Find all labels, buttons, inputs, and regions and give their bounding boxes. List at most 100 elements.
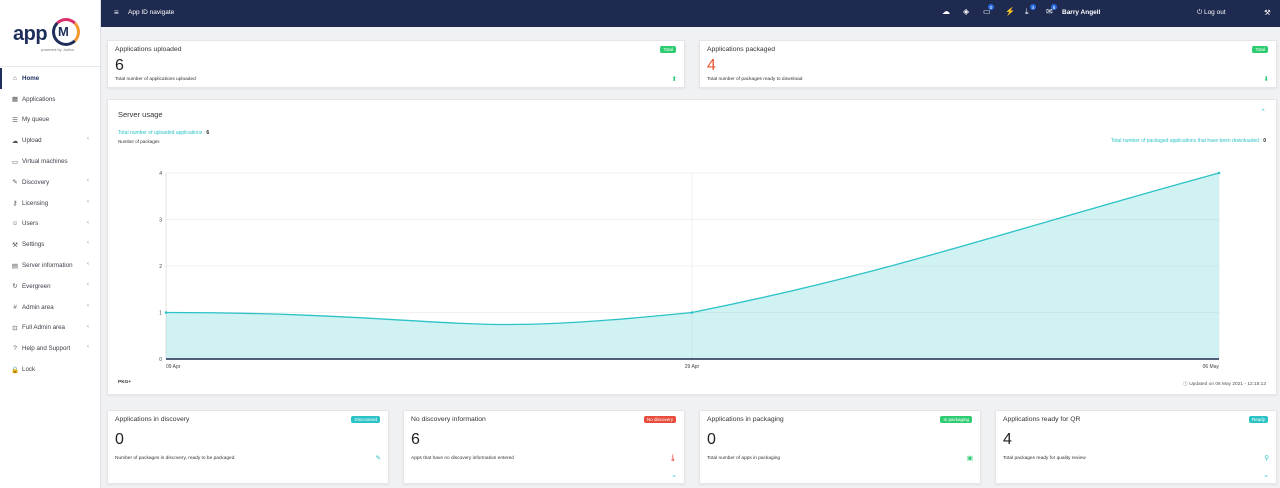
upload-icon[interactable]: ⬆ bbox=[671, 76, 677, 83]
chevron-down-icon[interactable]: ⌄ bbox=[1263, 472, 1269, 479]
chevron-down-icon[interactable]: ⌄ bbox=[671, 472, 677, 479]
legend-downloaded-label: Total number of packaged applications th… bbox=[1110, 138, 1260, 144]
chevron-left-icon: ‹ bbox=[87, 177, 89, 184]
card-description: Number of packages in discovery, ready t… bbox=[115, 456, 235, 461]
y-tick-label: 4 bbox=[159, 171, 162, 177]
sidebar-item-label: Admin area bbox=[22, 303, 54, 311]
card-applications-packaged: Applications packaged Total 4 Total numb… bbox=[699, 40, 1277, 88]
sidebar-item-server-information[interactable]: ▤ Server information ‹ bbox=[0, 255, 100, 276]
sidebar-item-users[interactable]: ☺ Users ‹ bbox=[0, 214, 100, 235]
data-point bbox=[1217, 171, 1221, 175]
updated-timestamp: ⓘ Updated on 06 May 2021 - 12:18:13 bbox=[1183, 382, 1266, 387]
users-icon: ☺ bbox=[11, 220, 19, 228]
sidebar-item-home[interactable]: ⌂ Home bbox=[0, 68, 100, 89]
sidebar-nav: ⌂ Home ▦ Applications ☰ My queue ☁ Upload ‹ ▭ Virt… bbox=[0, 68, 100, 380]
top-bar: ≡ App ID navigate Barry Angell ☁ ◈ ▭ 0 ⚡ ⤓ 4 ✉ 5… bbox=[101, 0, 1280, 27]
chevron-left-icon: ‹ bbox=[87, 323, 89, 330]
chevron-left-icon: ‹ bbox=[87, 136, 89, 143]
layers-icon[interactable]: ◈ bbox=[963, 7, 970, 16]
admin-icon: ⊡ bbox=[12, 324, 18, 332]
card-title: Applications uploaded bbox=[115, 46, 182, 53]
sidebar-item-label: My queue bbox=[22, 116, 50, 124]
download-icon[interactable]: ⬇ bbox=[1263, 76, 1269, 83]
sidebar-item-label: Applications bbox=[22, 95, 56, 103]
card-description: Total number of applications uploaded bbox=[115, 77, 196, 82]
series-line-packaged bbox=[165, 172, 1220, 326]
legend-uploaded-value: 6 bbox=[206, 130, 210, 136]
app-logo[interactable]: app M powered by Juriba bbox=[10, 16, 82, 56]
legend-uploaded[interactable]: Total number of uploaded applications : … bbox=[118, 130, 210, 136]
y-tick-label: 2 bbox=[159, 264, 162, 270]
download-icon[interactable]: ⤓ bbox=[1025, 7, 1029, 16]
pencil-icon[interactable]: ✎ bbox=[375, 455, 381, 462]
bolt-icon[interactable]: ⚡ bbox=[1005, 7, 1015, 16]
card-title: Applications ready for QR bbox=[1003, 416, 1081, 423]
card-title: Applications packaged bbox=[707, 46, 776, 53]
sidebar-item-upload[interactable]: ☁ Upload ‹ bbox=[0, 130, 100, 151]
series-area-fill bbox=[166, 173, 1219, 359]
question-icon: ? bbox=[13, 345, 17, 353]
sidebar-item-discovery[interactable]: ✎ Discovery ‹ bbox=[0, 172, 100, 193]
wrench-icon[interactable]: ⚒ bbox=[1264, 8, 1271, 17]
sidebar-item-label: Licensing bbox=[22, 199, 49, 207]
chevron-left-icon: ‹ bbox=[87, 240, 89, 247]
sidebar-item-label: Server information bbox=[22, 262, 73, 270]
cloud-icon[interactable]: ☁ bbox=[942, 7, 950, 16]
notification-badge: 0 bbox=[988, 4, 994, 10]
sidebar-item-lock[interactable]: 🔒 Lock bbox=[0, 359, 100, 380]
x-tick-label: 09 Apr bbox=[166, 364, 181, 370]
sidebar-item-label: Lock bbox=[22, 366, 36, 374]
sidebar-item-full-admin-area[interactable]: ⊡ Full Admin area ‹ bbox=[0, 318, 100, 339]
chevron-left-icon: ‹ bbox=[87, 219, 89, 226]
sidebar-item-licensing[interactable]: ⚷ Licensing ‹ bbox=[0, 193, 100, 214]
thermometer-icon[interactable]: 🌡 bbox=[668, 455, 677, 462]
sidebar-item-applications[interactable]: ▦ Applications bbox=[0, 89, 100, 110]
sidebar-item-label: Virtual machines bbox=[22, 158, 68, 166]
data-point bbox=[690, 311, 694, 314]
card-description: Total packages ready for quality review bbox=[1003, 456, 1086, 461]
sidebar-item-my-queue[interactable]: ☰ My queue bbox=[0, 110, 100, 131]
card-applications-uploaded: Applications uploaded Total 6 Total numb… bbox=[107, 40, 685, 88]
monitor-icon[interactable]: ▭ bbox=[983, 7, 991, 16]
pencil-icon: ✎ bbox=[12, 179, 18, 187]
total-badge: Total bbox=[1252, 46, 1268, 53]
x-tick-label: 29 Apr bbox=[685, 364, 700, 370]
y-tick-label: 0 bbox=[159, 357, 162, 363]
ready-badge: Ready bbox=[1248, 416, 1268, 423]
qr-count: 4 bbox=[1003, 431, 1012, 448]
binoculars-icon[interactable]: ⚲ bbox=[1264, 455, 1269, 462]
logout-button[interactable]: ⏻ Log out bbox=[1197, 9, 1226, 16]
chevron-left-icon: ‹ bbox=[87, 198, 89, 205]
legend-uploaded-label: Total number of uploaded applications bbox=[118, 130, 203, 136]
x-tick-label: 06 May bbox=[1203, 364, 1220, 370]
no-discovery-count: 6 bbox=[411, 431, 420, 448]
card-applications-ready-for-qr: Applications ready for QR Ready 4 Total … bbox=[995, 410, 1277, 484]
chevron-left-icon: ‹ bbox=[87, 261, 89, 268]
in-packaging-badge: In packaging bbox=[940, 416, 972, 423]
notification-badge: 5 bbox=[1051, 4, 1057, 10]
server-usage-title: Server usage bbox=[118, 110, 163, 119]
discovery-count: 0 bbox=[115, 431, 124, 448]
sidebar-item-evergreen[interactable]: ↻ Evergreen ‹ bbox=[0, 276, 100, 297]
chevron-up-icon[interactable]: ⌃ bbox=[1260, 109, 1266, 116]
sidebar-item-admin-area[interactable]: # Admin area ‹ bbox=[0, 297, 100, 318]
lock-icon: 🔒 bbox=[11, 366, 20, 374]
sidebar-item-help-and-support[interactable]: ? Help and Support ‹ bbox=[0, 338, 100, 359]
package-icon[interactable]: ▣ bbox=[966, 455, 973, 462]
menu-toggle-icon[interactable]: ≡ bbox=[114, 8, 119, 17]
card-no-discovery-information: No discovery information No discovery 6 … bbox=[403, 410, 685, 484]
sidebar-item-label: Users bbox=[22, 220, 39, 228]
logo-text: app bbox=[13, 23, 48, 45]
legend-downloaded[interactable]: Total number of packaged applications th… bbox=[1110, 138, 1266, 144]
sidebar-item-label: Full Admin area bbox=[22, 324, 65, 332]
discovered-badge: Discovered bbox=[351, 416, 380, 423]
user-name[interactable]: Barry Angell bbox=[1062, 9, 1101, 16]
card-title: Applications in packaging bbox=[707, 416, 784, 423]
sidebar-item-virtual-machines[interactable]: ▭ Virtual machines bbox=[0, 151, 100, 172]
mail-icon[interactable]: ✉ bbox=[1046, 7, 1053, 16]
legend-downloaded-value: 0 bbox=[1263, 138, 1266, 144]
sidebar-item-label: Evergreen bbox=[22, 282, 51, 290]
sidebar-item-settings[interactable]: ⚒ Settings ‹ bbox=[0, 234, 100, 255]
chevron-left-icon: ‹ bbox=[87, 302, 89, 309]
logout-label: Log out bbox=[1203, 9, 1226, 16]
